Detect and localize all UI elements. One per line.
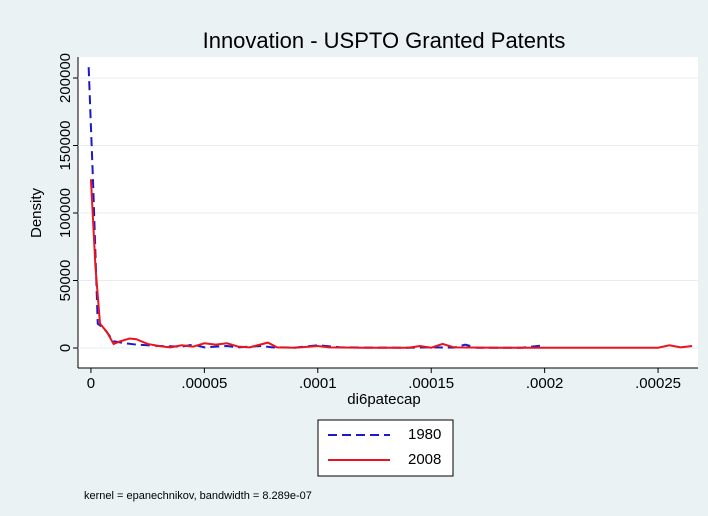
legend-box <box>317 419 454 477</box>
x-tick-label: .00005 <box>181 375 227 392</box>
y-axis-title: Density <box>28 187 45 238</box>
legend-label: 1980 <box>408 426 441 443</box>
y-tick-label: 50000 <box>57 260 74 302</box>
x-tick-label: 0 <box>87 375 95 392</box>
series-line <box>89 179 693 349</box>
note: kernel = epanechnikov, bandwidth = 8.289… <box>84 490 312 502</box>
y-tick-label: 0 <box>57 344 74 352</box>
x-tick-label: .0001 <box>299 375 337 392</box>
x-axis-title: di6patecap <box>347 391 420 408</box>
legend-label: 2008 <box>408 451 441 468</box>
x-tick-label: .00025 <box>635 375 681 392</box>
y-tick-label: 100000 <box>57 188 74 238</box>
x-tick-label: .0002 <box>526 375 564 392</box>
y-tick-label: 200000 <box>57 53 74 103</box>
plot-area <box>78 57 698 368</box>
y-tick-label: 150000 <box>57 120 74 170</box>
x-tick-label: .00015 <box>408 375 454 392</box>
chart-title: Innovation - USPTO Granted Patents <box>203 28 566 53</box>
series-line <box>87 67 545 349</box>
